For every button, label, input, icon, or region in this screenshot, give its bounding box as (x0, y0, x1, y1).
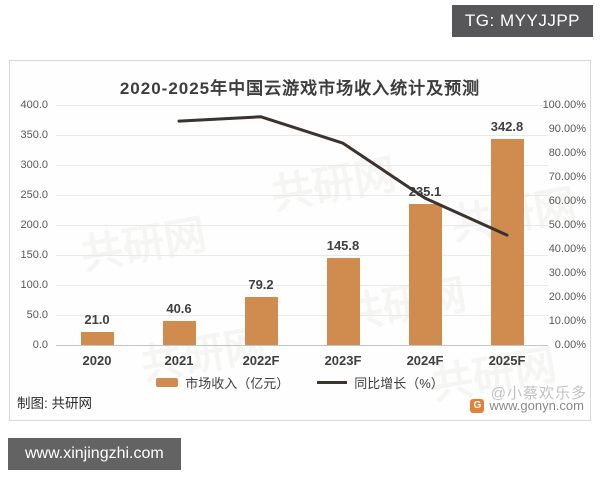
growth-swatch-icon (317, 381, 348, 384)
left-axis-tick: 200.0 (20, 219, 48, 231)
bar-value-label: 145.8 (326, 237, 360, 253)
left-axis-tick: 100.0 (20, 279, 48, 291)
bar-value-label: 235.1 (408, 183, 442, 199)
gridline (56, 195, 548, 196)
tg-contact-badge: TG: MYYJJPP (451, 5, 593, 37)
x-axis-label-2021: 2021 (164, 353, 194, 368)
x-axis-label-2025F: 2025F (488, 353, 526, 368)
gridline (56, 255, 548, 256)
source-site-url: www.gonyn.com (489, 398, 584, 413)
chart-title: 2020-2025年中国云游戏市场收入统计及预测 (119, 79, 481, 98)
right-axis-tick: 30.00% (548, 267, 586, 279)
bar-value-label: 79.2 (248, 277, 274, 293)
right-axis-tick: 70.00% (548, 171, 586, 183)
revenue-bar-2023F (326, 257, 360, 345)
right-axis-tick: 20.00% (548, 291, 586, 303)
right-axis-tick: 10.00% (548, 315, 586, 327)
legend-item-growth: 同比增长（%） (317, 373, 444, 392)
gridline (56, 315, 548, 316)
left-axis-tick: 250.0 (20, 189, 48, 201)
chart-panel: 2020-2025年中国云游戏市场收入统计及预测 共研网 共研网 共研网 共研网 共研网… (9, 60, 591, 421)
revenue-bar-2025F (490, 139, 524, 345)
revenue-bar-2021 (162, 320, 196, 345)
legend-growth-label: 同比增长（%） (354, 376, 444, 391)
right-axis-tick: 40.00% (548, 243, 586, 255)
right-axis-tick: 60.00% (548, 195, 586, 207)
gridline (56, 345, 548, 346)
author-watermark: @小蔡欢乐多 (490, 385, 587, 402)
left-axis-tick: 350.0 (20, 129, 48, 141)
revenue-bar-2024F (408, 203, 442, 345)
gridline (56, 285, 548, 286)
right-axis-tick: 100.00% (542, 99, 586, 111)
legend-revenue-label: 市场收入（亿元） (185, 376, 290, 391)
x-axis-label-2022F: 2022F (242, 353, 280, 368)
right-axis-tick: 90.00% (548, 123, 586, 135)
left-axis-tick: 400.0 (20, 99, 48, 111)
revenue-swatch-icon (156, 378, 179, 387)
gridline (56, 165, 548, 166)
left-axis-tick: 150.0 (20, 249, 48, 261)
left-axis-tick: 50.0 (26, 309, 48, 321)
credit-text: 制图: 共研网 (17, 396, 93, 411)
right-axis-tick: 80.00% (548, 147, 586, 159)
left-axis-tick: 300.0 (20, 159, 48, 171)
revenue-bar-2020 (80, 332, 114, 345)
bar-value-label: 21.0 (84, 312, 110, 328)
right-axis-tick: 50.00% (548, 219, 586, 231)
plot-area: 21.0 40.6 79.2 145.8 235.1 342.8 (56, 105, 548, 346)
gridline (56, 105, 548, 106)
chart-legend: 市场收入（亿元） 同比增长（%） (10, 373, 590, 392)
growth-line (177, 115, 509, 237)
x-axis-label-2023F: 2023F (324, 353, 362, 368)
x-axis-label-2024F: 2024F (406, 353, 444, 368)
site-url-badge: www.xinjingzhi.com (8, 438, 181, 470)
x-axis-label-2020: 2020 (82, 353, 112, 368)
gonyn-logo-icon: G (470, 398, 485, 413)
legend-item-revenue: 市场收入（亿元） (156, 373, 289, 392)
source-row: G www.gonyn.com (470, 398, 584, 413)
gridline (56, 225, 548, 226)
revenue-bar-2022F (244, 297, 278, 345)
bar-value-label: 342.8 (490, 119, 524, 135)
bar-value-label: 40.6 (166, 300, 192, 316)
right-axis-tick: 0.00% (554, 339, 586, 351)
left-axis-tick: 0.0 (32, 339, 48, 351)
gridline (56, 135, 548, 136)
